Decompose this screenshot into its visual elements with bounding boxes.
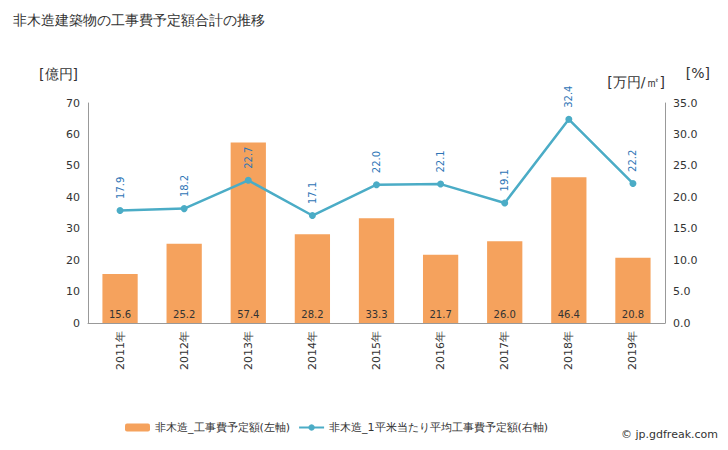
svg-text:20.0: 20.0 bbox=[673, 191, 698, 204]
svg-text:22.2: 22.2 bbox=[627, 150, 638, 172]
svg-text:15.0: 15.0 bbox=[673, 222, 698, 235]
svg-text:17.9: 17.9 bbox=[115, 177, 126, 199]
svg-text:2013年: 2013年 bbox=[242, 331, 255, 370]
svg-text:50: 50 bbox=[66, 159, 80, 172]
svg-text:非木造_1平米当たり平均工事費予定額(右軸): 非木造_1平米当たり平均工事費予定額(右軸) bbox=[329, 421, 548, 434]
svg-text:19.1: 19.1 bbox=[499, 169, 510, 191]
svg-text:60: 60 bbox=[66, 128, 80, 141]
svg-text:22.1: 22.1 bbox=[435, 150, 446, 172]
svg-text:0.0: 0.0 bbox=[673, 317, 691, 330]
svg-text:25.2: 25.2 bbox=[173, 309, 195, 320]
svg-text:0: 0 bbox=[73, 317, 80, 330]
svg-text:22.7: 22.7 bbox=[243, 147, 254, 169]
svg-text:2018年: 2018年 bbox=[562, 331, 575, 370]
svg-text:30: 30 bbox=[66, 222, 80, 235]
svg-text:30.0: 30.0 bbox=[673, 128, 698, 141]
svg-text:2014年: 2014年 bbox=[306, 331, 319, 370]
svg-text:18.2: 18.2 bbox=[179, 175, 190, 197]
svg-text:[万円/㎡]: [万円/㎡] bbox=[607, 74, 665, 90]
svg-text:20: 20 bbox=[66, 254, 80, 267]
svg-text:2016年: 2016年 bbox=[434, 331, 447, 370]
svg-text:70: 70 bbox=[66, 97, 80, 110]
svg-text:22.0: 22.0 bbox=[371, 151, 382, 173]
svg-text:2011年: 2011年 bbox=[114, 331, 127, 370]
svg-text:32.4: 32.4 bbox=[563, 86, 574, 108]
svg-text:非木造_工事費予定額(左軸): 非木造_工事費予定額(左軸) bbox=[155, 421, 290, 434]
svg-text:46.4: 46.4 bbox=[558, 309, 580, 320]
svg-text:2017年: 2017年 bbox=[498, 331, 511, 370]
svg-text:25.0: 25.0 bbox=[673, 159, 698, 172]
svg-text:33.3: 33.3 bbox=[365, 309, 387, 320]
svg-text:20.8: 20.8 bbox=[622, 309, 644, 320]
svg-text:2015年: 2015年 bbox=[370, 331, 383, 370]
svg-text:40: 40 bbox=[66, 191, 80, 204]
svg-text:2019年: 2019年 bbox=[626, 331, 639, 370]
svg-text:17.1: 17.1 bbox=[307, 182, 318, 204]
svg-text:[億円]: [億円] bbox=[39, 66, 78, 82]
svg-text:[%]: [%] bbox=[686, 65, 710, 81]
svg-text:28.2: 28.2 bbox=[301, 309, 323, 320]
svg-text:© jp.gdfreak.com: © jp.gdfreak.com bbox=[621, 428, 718, 441]
svg-text:10.0: 10.0 bbox=[673, 254, 698, 267]
svg-text:15.6: 15.6 bbox=[109, 309, 131, 320]
svg-text:2012年: 2012年 bbox=[178, 331, 191, 370]
svg-text:21.7: 21.7 bbox=[429, 309, 451, 320]
svg-text:26.0: 26.0 bbox=[494, 309, 516, 320]
svg-text:35.0: 35.0 bbox=[673, 97, 698, 110]
svg-text:非木造建築物の工事費予定額合計の推移: 非木造建築物の工事費予定額合計の推移 bbox=[13, 12, 265, 28]
svg-text:5.0: 5.0 bbox=[673, 285, 691, 298]
svg-text:10: 10 bbox=[66, 285, 80, 298]
svg-text:57.4: 57.4 bbox=[237, 309, 259, 320]
